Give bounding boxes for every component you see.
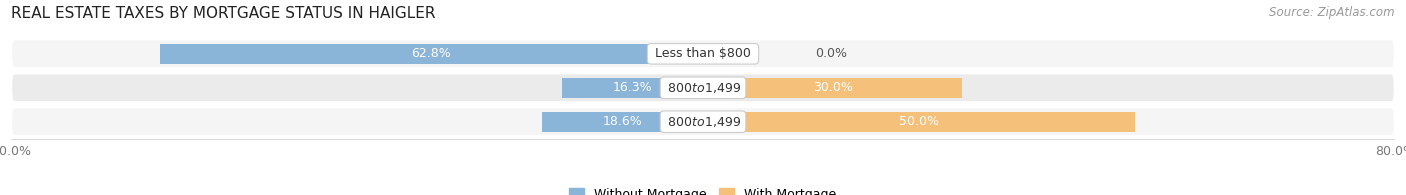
Legend: Without Mortgage, With Mortgage: Without Mortgage, With Mortgage [564, 183, 842, 195]
FancyBboxPatch shape [11, 73, 1395, 102]
Bar [703, 112, 1136, 132]
Text: Less than $800: Less than $800 [651, 47, 755, 60]
Bar [543, 112, 703, 132]
Text: REAL ESTATE TAXES BY MORTGAGE STATUS IN HAIGLER: REAL ESTATE TAXES BY MORTGAGE STATUS IN … [11, 6, 436, 21]
Text: $800 to $1,499: $800 to $1,499 [664, 115, 742, 129]
Text: 50.0%: 50.0% [900, 115, 939, 128]
Text: 18.6%: 18.6% [603, 115, 643, 128]
FancyBboxPatch shape [11, 107, 1395, 136]
Text: $800 to $1,499: $800 to $1,499 [664, 81, 742, 95]
FancyBboxPatch shape [11, 39, 1395, 68]
Bar [160, 44, 703, 64]
Text: 30.0%: 30.0% [813, 81, 852, 94]
Text: 0.0%: 0.0% [815, 47, 848, 60]
Text: 62.8%: 62.8% [412, 47, 451, 60]
Text: 16.3%: 16.3% [613, 81, 652, 94]
Bar [562, 78, 703, 98]
Text: Source: ZipAtlas.com: Source: ZipAtlas.com [1270, 6, 1395, 19]
Bar [703, 78, 963, 98]
